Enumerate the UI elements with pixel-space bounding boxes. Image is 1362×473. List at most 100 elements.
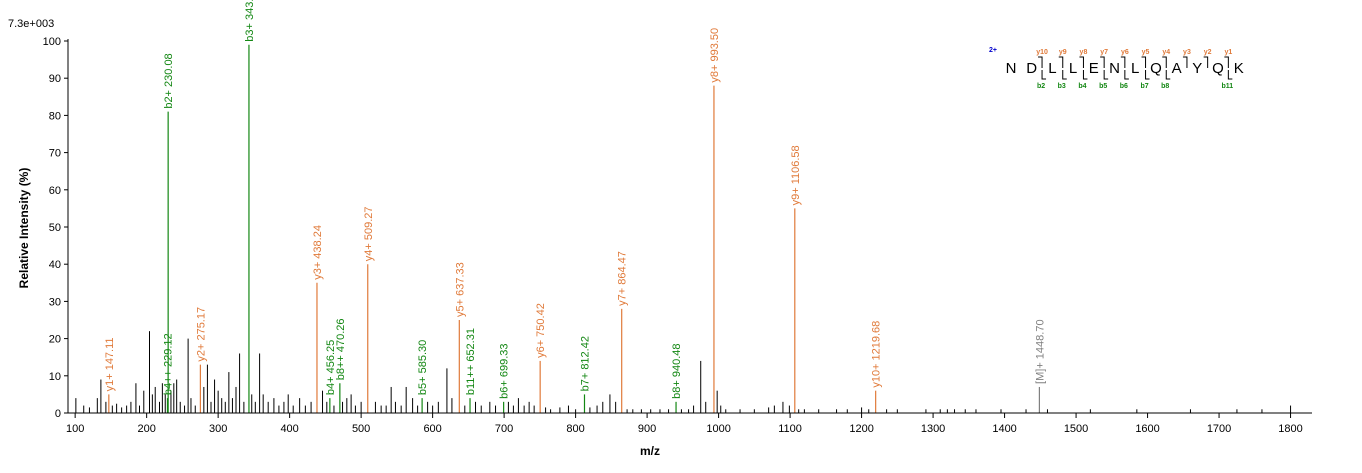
b-ion-label: b2 (1037, 83, 1045, 90)
y-tick-label: 100 (43, 36, 61, 48)
y-ion-bracket (1120, 56, 1126, 68)
y-ion-label: y4 (1162, 49, 1170, 56)
sequence-residue: K (1234, 60, 1244, 77)
y-ion-label: y5 (1142, 49, 1150, 56)
peak-label: b8++ 470.26 (335, 318, 347, 380)
sequence-residue: L (1069, 60, 1077, 77)
peak-label: y8+ 993.50 (709, 28, 721, 83)
x-axis-title: m/z (640, 444, 660, 458)
b-ion-bracket (1145, 70, 1150, 80)
peak-label: y9+ 1106.58 (790, 145, 802, 205)
b-ion-bracket (1062, 70, 1067, 80)
b-ion-label: b4 (1078, 83, 1086, 90)
x-tick-label: 700 (495, 423, 513, 435)
y-ion-label: y2 (1204, 49, 1212, 56)
y-ion-label: y6 (1121, 49, 1129, 56)
peak-label: y5+ 637.33 (454, 262, 466, 317)
x-tick-label: 1000 (706, 423, 730, 435)
b-ion-label: b3 (1058, 83, 1066, 90)
y-ion-bracket (1182, 56, 1188, 68)
y-ion-label: y9 (1059, 49, 1067, 56)
peak-label: b11++ 652.31 (465, 328, 477, 395)
sequence-residue: Q (1150, 60, 1162, 77)
x-tick-label: 800 (566, 423, 584, 435)
x-tick-label: 900 (638, 423, 656, 435)
b-ion-label: b8 (1161, 83, 1169, 90)
y-tick-label: 90 (49, 73, 61, 85)
peak-label: y1+ 147.11 (104, 337, 116, 391)
b-ion-bracket (1103, 70, 1109, 80)
b-ion-label: b6 (1120, 83, 1128, 90)
y-tick-label: 0 (55, 408, 61, 420)
sequence-residue: D (1026, 60, 1037, 77)
x-tick-label: 200 (137, 423, 155, 435)
axes-layer: 0 10 20 30 40 50 60 70 80 90 100 100 200 300 400 500 600… (43, 36, 1312, 435)
x-tick-label: 1500 (1064, 423, 1088, 435)
x-tick-label: 1200 (849, 423, 873, 435)
x-tick-label: 100 (66, 423, 84, 435)
peak-label: b7+ 812.42 (579, 336, 591, 391)
peptide-sequence-diagram: 2+N D L L E N L Q A Y Q Ky10b2y9b3y8b4y7b5y6b6y5b7y… (989, 47, 1244, 90)
peak-label: b5+ 585.30 (417, 340, 429, 395)
y-tick-label: 70 (49, 148, 61, 160)
x-tick-label: 1800 (1278, 423, 1302, 435)
b-ion-bracket (1041, 70, 1047, 80)
x-tick-label: 1300 (921, 423, 945, 435)
y-ion-bracket (1224, 56, 1229, 68)
sequence-residue: A (1172, 60, 1182, 77)
b-ion-label: b11 (1222, 83, 1234, 90)
charge-state-label: 2+ (989, 47, 997, 54)
y-ion-bracket (1100, 56, 1105, 68)
sequence-residue: E (1089, 60, 1099, 77)
max-intensity-label: 7.3e+003 (8, 18, 54, 30)
x-tick-label: 600 (423, 423, 441, 435)
sequence-residue: Y (1192, 60, 1202, 77)
peak-label: b8+ 940.48 (671, 343, 683, 398)
y-axis-title: Relative Intensity (%) (17, 168, 31, 289)
y-ion-bracket (1038, 56, 1043, 68)
peak-label: y10+ 1219.68 (871, 321, 883, 388)
b-ion-bracket (1227, 70, 1233, 80)
peak-label: b2+ 230.08 (163, 53, 175, 108)
y-tick-label: 60 (49, 185, 61, 197)
b-ion-bracket (1165, 70, 1171, 80)
peak-labels-layer: y1+ 147.11 b4++ 229.12 b2+ 230.08 y2+ 275.1… (104, 0, 1047, 399)
y-ion-label: y8 (1080, 49, 1088, 56)
y-ion-label: y3 (1183, 49, 1191, 56)
y-ion-label: y1 (1224, 49, 1232, 56)
b-ion-bracket (1124, 70, 1129, 80)
x-tick-label: 400 (280, 423, 298, 435)
peak-label: y3+ 438.24 (312, 225, 324, 280)
x-tick-label: 1700 (1207, 423, 1231, 435)
y-tick-label: 80 (49, 110, 61, 122)
peak-label: [M]+ 1448.70 (1034, 319, 1046, 384)
y-ion-label: y10 (1036, 49, 1048, 56)
sequence-residue: L (1048, 60, 1056, 77)
sequence-residue: N (1006, 60, 1017, 77)
peaks-layer (75, 44, 1292, 413)
y-tick-label: 10 (49, 371, 61, 383)
peak-label: b4++ 229.12 (162, 333, 174, 395)
peak-label: y6+ 750.42 (535, 303, 547, 358)
b-ion-label: b5 (1099, 83, 1107, 90)
y-tick-label: 20 (49, 334, 61, 346)
sequence-residue: N (1109, 60, 1120, 77)
x-tick-label: 1400 (992, 423, 1016, 435)
sequence-residue: L (1131, 60, 1139, 77)
b-ion-label: b7 (1140, 83, 1148, 90)
y-ion-bracket (1079, 56, 1084, 68)
y-tick-label: 50 (49, 222, 61, 234)
x-tick-label: 1100 (778, 423, 802, 435)
y-tick-label: 30 (49, 296, 61, 308)
peak-label: y7+ 864.47 (617, 251, 629, 306)
y-ion-bracket (1141, 56, 1147, 68)
peak-label: b4+ 456.25 (325, 340, 337, 395)
x-tick-label: 1600 (1135, 423, 1159, 435)
b-ion-bracket (1082, 70, 1088, 80)
y-ion-label: y7 (1100, 49, 1108, 56)
peak-label: y4+ 509.27 (363, 206, 375, 261)
sequence-residue: Q (1212, 60, 1224, 77)
x-tick-label: 300 (209, 423, 227, 435)
peak-label: y2+ 275.17 (195, 307, 207, 362)
